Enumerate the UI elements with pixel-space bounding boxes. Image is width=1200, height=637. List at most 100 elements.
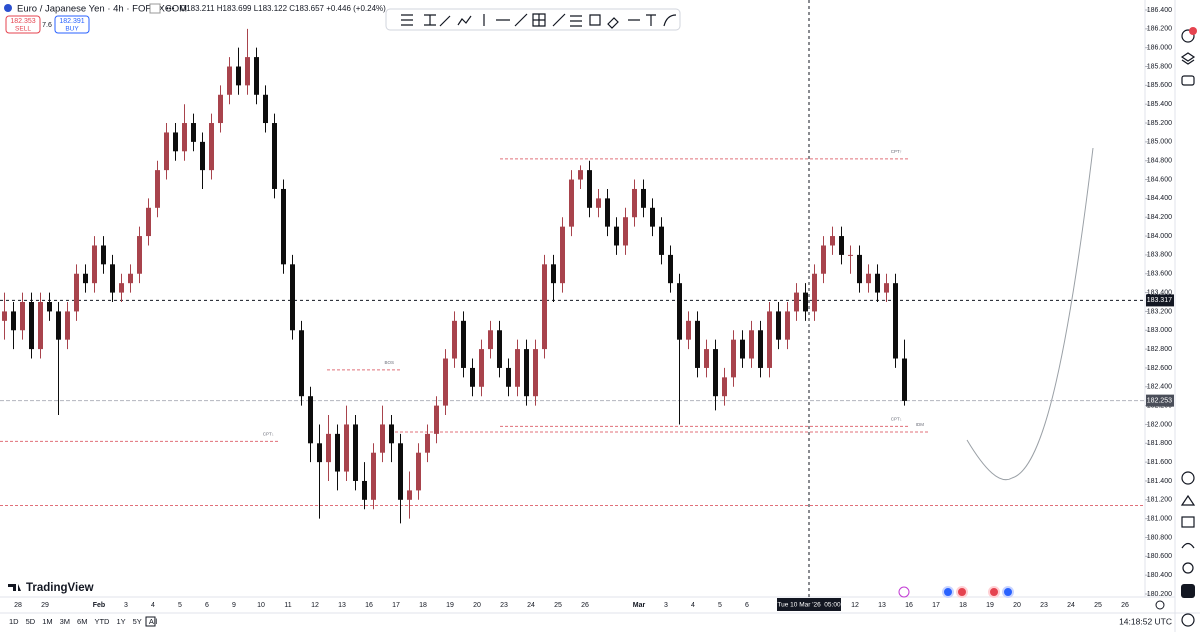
buy-label: BUY xyxy=(65,26,79,33)
candle-body xyxy=(209,123,214,171)
candle-body xyxy=(641,188,646,208)
y-tick-label: 182.400 xyxy=(1147,384,1172,391)
candle-body xyxy=(245,57,250,86)
x-tick-label: 4 xyxy=(691,602,695,609)
sell-button[interactable] xyxy=(5,15,41,34)
sidebar-icon[interactable] xyxy=(1180,494,1196,506)
y-tick-label: 183.600 xyxy=(1147,271,1172,278)
range-button[interactable]: 1M xyxy=(42,617,52,626)
logo-text[interactable]: TradingView xyxy=(26,582,94,594)
candle-body xyxy=(623,217,628,246)
y-tick-label: 180.600 xyxy=(1147,553,1172,560)
date-range-icon[interactable] xyxy=(145,616,156,627)
candle-body xyxy=(758,330,763,368)
y-tick-label: 180.200 xyxy=(1147,591,1172,598)
range-button[interactable]: 1Y xyxy=(116,617,125,626)
range-button[interactable]: 3M xyxy=(60,617,70,626)
flag-icon[interactable] xyxy=(149,3,161,14)
candle-body xyxy=(119,283,124,293)
toolbar-icons[interactable] xyxy=(401,13,677,29)
x-tick-label: 5 xyxy=(178,602,182,609)
x-tick-label: 4 xyxy=(151,602,155,609)
y-tick-label: 183.800 xyxy=(1147,252,1172,259)
candle-body xyxy=(812,273,817,312)
candle-body xyxy=(254,57,259,95)
x-tick-label: 11 xyxy=(284,602,291,609)
candle-body xyxy=(686,320,691,340)
candle-body xyxy=(299,330,304,397)
range-button[interactable]: 5Y xyxy=(133,617,142,626)
event-marker[interactable] xyxy=(988,586,1000,598)
candle-body xyxy=(794,292,799,312)
y-tick-label: 186.200 xyxy=(1147,26,1172,33)
candle-body xyxy=(128,273,133,284)
y-tick-label: 182.000 xyxy=(1147,421,1172,428)
x-tick-label: 29 xyxy=(41,602,49,609)
sidebar-grid[interactable] xyxy=(1181,584,1195,598)
candle-body xyxy=(533,349,538,397)
candle-body xyxy=(200,141,205,171)
sidebar-chat[interactable] xyxy=(1181,75,1195,86)
x-tick-label: 24 xyxy=(527,602,535,609)
range-button[interactable]: 1D xyxy=(9,617,19,626)
y-tick-label: 185.000 xyxy=(1147,139,1172,146)
candle-body xyxy=(92,245,97,284)
candle-body xyxy=(227,66,232,95)
clock: 14:18:52 UTC xyxy=(1119,616,1172,626)
candle-body xyxy=(884,283,889,293)
y-tick-label: 182.800 xyxy=(1147,346,1172,353)
event-marker[interactable] xyxy=(942,586,954,598)
x-tick-label: 17 xyxy=(392,602,400,609)
candle-body xyxy=(848,254,853,256)
candle-body xyxy=(740,339,745,359)
buy-button[interactable] xyxy=(54,15,90,34)
candle-body xyxy=(767,311,772,368)
y-tick-label: 184.400 xyxy=(1147,195,1172,202)
event-marker[interactable] xyxy=(1002,586,1014,598)
range-button[interactable]: YTD xyxy=(94,617,110,626)
sidebar-icon[interactable] xyxy=(1181,542,1195,549)
y-tick-label: 185.600 xyxy=(1147,82,1172,89)
more-dots[interactable]: ••• xyxy=(166,4,175,13)
candle-body xyxy=(425,433,430,453)
x-tick-label: 13 xyxy=(878,602,886,609)
sidebar-help[interactable] xyxy=(1181,613,1195,627)
x-tick-label: 3 xyxy=(124,602,128,609)
sidebar-alerts[interactable] xyxy=(1181,29,1195,43)
sidebar-calendar[interactable] xyxy=(1181,516,1195,528)
axis-settings[interactable] xyxy=(1155,600,1165,610)
sidebar-bell[interactable] xyxy=(1182,562,1194,574)
level-label: BOS xyxy=(384,360,394,365)
x-tick-label: 19 xyxy=(986,602,994,609)
projection-curve xyxy=(966,147,1094,481)
range-button[interactable]: 5D xyxy=(26,617,36,626)
sidebar-layers[interactable] xyxy=(1180,52,1196,65)
y-tick-label: 182.600 xyxy=(1147,365,1172,372)
x-tick-label: 16 xyxy=(365,602,373,609)
x-tick-label: 5 xyxy=(718,602,722,609)
x-tick-label: 18 xyxy=(959,602,967,609)
y-tick-label: 185.400 xyxy=(1147,101,1172,108)
symbol-title[interactable]: Euro / Japanese Yen · 4h · FOREXCOM xyxy=(17,4,187,15)
event-marker[interactable] xyxy=(898,586,910,598)
sell-price: 182.353 xyxy=(10,18,35,25)
y-tick-label: 183.000 xyxy=(1147,327,1172,334)
candle-body xyxy=(47,302,52,312)
candle-body xyxy=(29,302,34,350)
y-tick-label: 181.000 xyxy=(1147,515,1172,522)
candle-body xyxy=(830,236,835,246)
candle-body xyxy=(479,349,484,387)
sidebar-icon[interactable] xyxy=(1181,471,1195,485)
buy-price: 182.391 xyxy=(59,18,84,25)
range-button[interactable]: All xyxy=(149,617,158,626)
x-tick-label: 10 xyxy=(257,602,265,609)
candle-body xyxy=(191,123,196,142)
candle-body xyxy=(182,123,187,152)
x-tick-label: 23 xyxy=(500,602,508,609)
candle-body xyxy=(74,273,79,312)
event-marker[interactable] xyxy=(956,586,968,598)
range-button[interactable]: 6M xyxy=(77,617,87,626)
price-label: 183.317 xyxy=(1147,297,1172,304)
